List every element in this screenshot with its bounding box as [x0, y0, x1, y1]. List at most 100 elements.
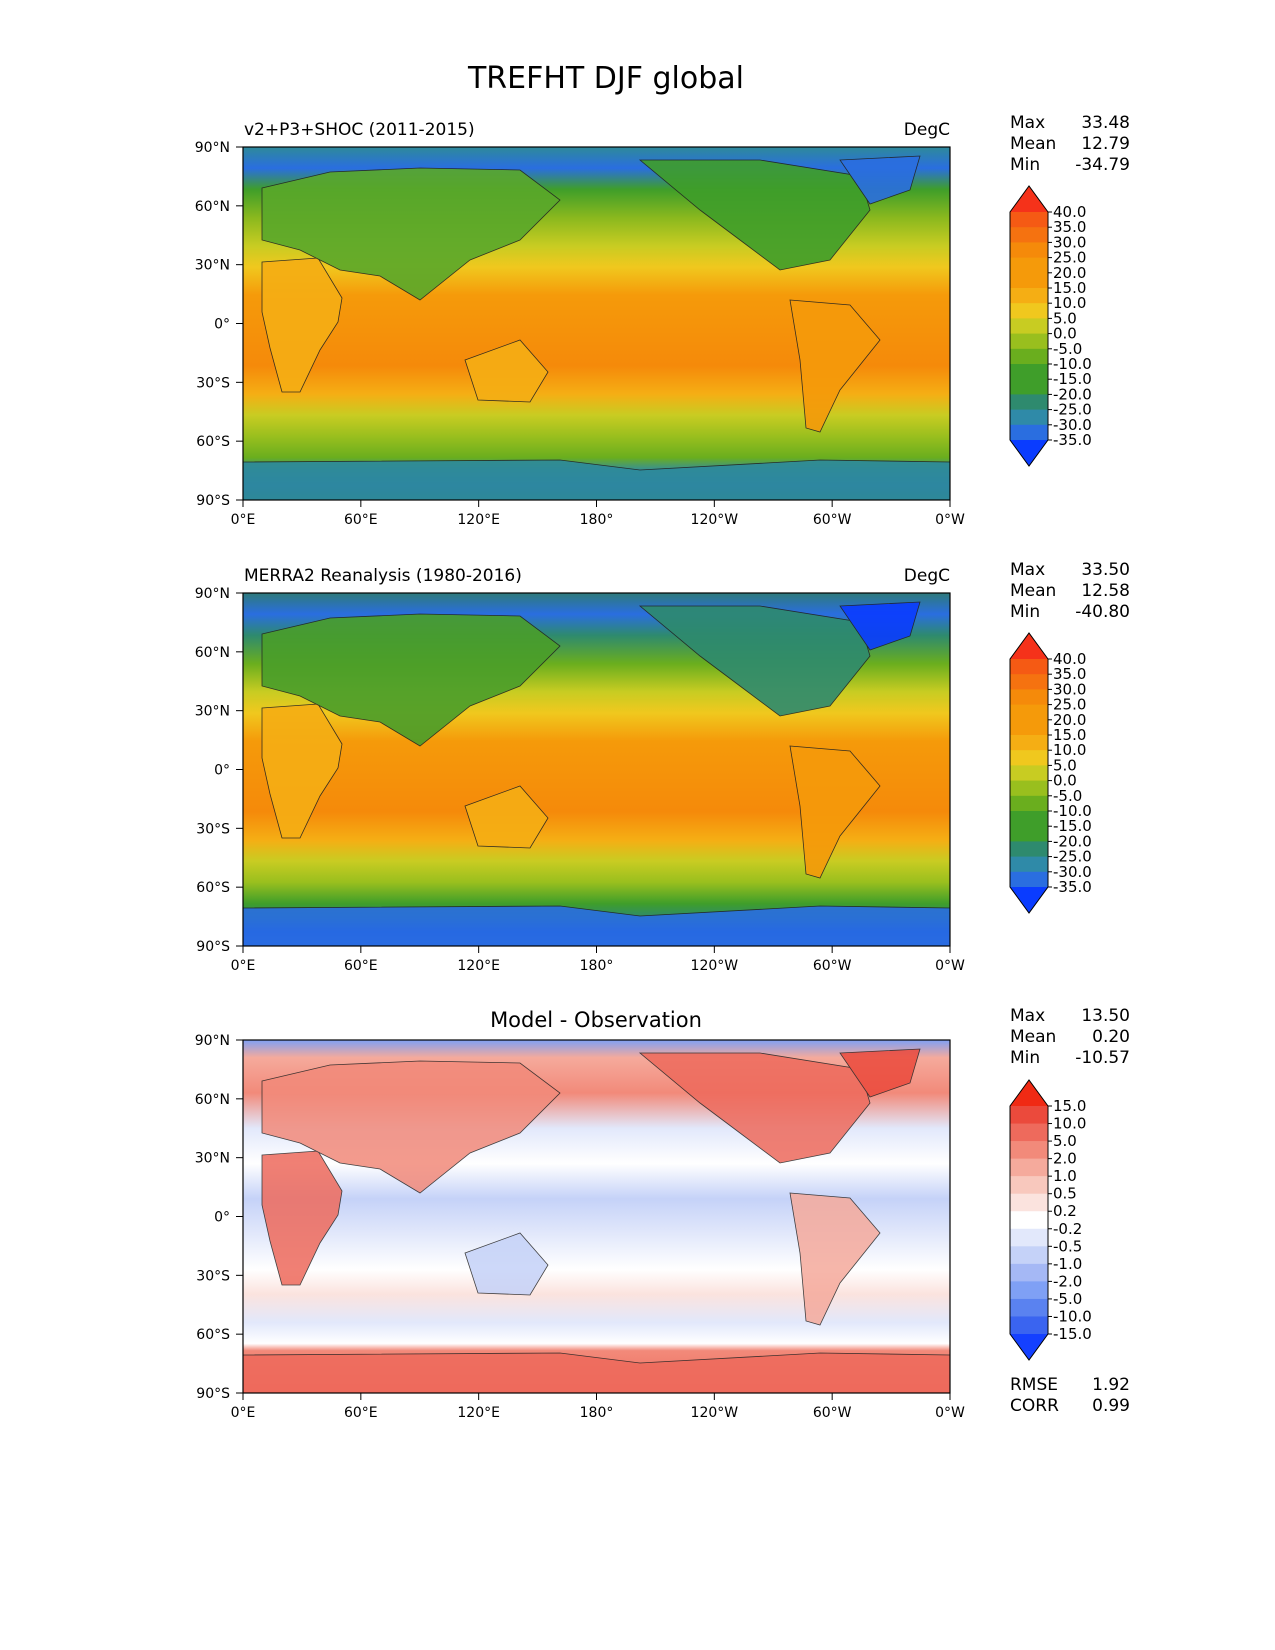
colorbar-segment	[1010, 674, 1048, 690]
lon-tick-label: 60°W	[813, 1405, 852, 1421]
colorbar-segment	[1010, 1193, 1048, 1212]
colorbar-segment	[1010, 1228, 1048, 1247]
lat-tick-label: 30°S	[196, 821, 230, 837]
lat-tick-label: 60°S	[196, 880, 230, 896]
colorbar-level-label: 0.0	[1053, 325, 1077, 343]
lon-tick-label: 0°W	[935, 512, 965, 528]
panel-right-title: DegC	[904, 120, 950, 140]
colorbar-level-label: -20.0	[1053, 832, 1092, 850]
colorbar-segment	[1010, 856, 1048, 873]
colorbar-segment	[1010, 795, 1048, 812]
colorbar-level-label: 20.0	[1053, 711, 1086, 729]
colorbar-level-label: -10.0	[1053, 355, 1092, 373]
stat-max-label: Max	[1010, 113, 1045, 133]
colorbar: 40.035.030.025.020.015.010.05.00.0-5.0-1…	[1009, 632, 1092, 914]
lon-tick-label: 0°W	[935, 1405, 965, 1421]
lon-tick-label: 0°E	[231, 512, 256, 528]
colorbar-level-label: -10.0	[1053, 1307, 1092, 1325]
colorbar-level-label: 15.0	[1053, 279, 1086, 297]
stat-mean-label: Mean	[1010, 1027, 1056, 1047]
land-eurasia	[261, 613, 561, 747]
colorbar-level-label: 5.0	[1053, 309, 1077, 327]
lon-tick-label: 120°E	[457, 512, 500, 528]
stat-mean-label: Mean	[1010, 134, 1056, 154]
lon-tick-label: 60°W	[813, 512, 852, 528]
colorbar-segment	[1010, 272, 1048, 289]
colorbar-segment	[1010, 1176, 1048, 1195]
figure-title: TREFHT DJF global	[467, 61, 744, 96]
colorbar-extend-max	[1010, 1080, 1048, 1106]
lat-ticks: 90°N 60°N 30°N 0° 30°S 60°S 90°S	[195, 1033, 243, 1402]
panel-test: v2+P3+SHOC (2011-2015) DegC 90°N 60°N 30°N…	[195, 113, 1130, 528]
stats-block: Max 13.50 Mean 0.20 Min -10.57	[1010, 1006, 1130, 1068]
panel-center-title: Model - Observation	[490, 1008, 702, 1032]
colorbar-segment	[1010, 257, 1048, 274]
colorbar-level-label: 15.0	[1053, 1097, 1086, 1115]
land-australia	[464, 1232, 549, 1296]
colorbar-extend-max	[1010, 186, 1048, 212]
colorbar-level-label: 30.0	[1053, 680, 1086, 698]
rmse-value: 1.92	[1092, 1375, 1130, 1395]
land-north-america	[638, 159, 871, 271]
colorbar-segment	[1010, 348, 1048, 365]
colorbar-segment	[1010, 409, 1048, 426]
colorbar-level-label: -2.0	[1053, 1272, 1082, 1290]
land-shapes	[242, 1048, 951, 1394]
lat-tick-label: 90°N	[195, 586, 230, 602]
lat-tick-label: 30°S	[196, 1268, 230, 1284]
land-greenland	[839, 601, 921, 651]
land-eurasia	[261, 1060, 561, 1194]
colorbar-level-label: -20.0	[1053, 385, 1092, 403]
stat-mean-value: 12.58	[1081, 581, 1130, 601]
stat-max-value: 13.50	[1081, 1006, 1130, 1026]
colorbar-level-label: 0.0	[1053, 772, 1077, 790]
colorbar-level-label: -5.0	[1053, 787, 1082, 805]
lon-tick-label: 180°	[580, 958, 614, 974]
colorbar-segment	[1010, 1123, 1048, 1142]
lon-ticks: 0°E 60°E 120°E 180° 120°W 60°W 0°W	[231, 1393, 965, 1421]
land-greenland	[839, 1048, 921, 1098]
colorbar-segment	[1010, 811, 1048, 827]
lat-tick-label: 90°S	[196, 1386, 230, 1402]
panel-right-title: DegC	[904, 566, 950, 586]
colorbar-segment	[1010, 227, 1048, 243]
land-antarctica	[242, 1352, 951, 1394]
colorbar-level-label: -5.0	[1053, 1290, 1082, 1308]
colorbar-level-label: 2.0	[1053, 1150, 1077, 1168]
colorbar-segment	[1010, 1158, 1048, 1177]
lat-tick-label: 30°S	[196, 375, 230, 391]
colorbar-segment	[1010, 1106, 1048, 1125]
colorbar-level-label: -30.0	[1053, 863, 1092, 881]
lon-tick-label: 60°W	[813, 958, 852, 974]
lat-tick-label: 0°	[214, 317, 230, 333]
colorbar-level-label: 40.0	[1053, 203, 1086, 221]
stat-min-value: -10.57	[1075, 1048, 1130, 1068]
stat-max-value: 33.50	[1081, 560, 1130, 580]
colorbar-level-label: 25.0	[1053, 249, 1086, 267]
land-south-america	[789, 299, 881, 433]
lat-ticks: 90°N 60°N 30°N 0° 30°S 60°S 90°S	[195, 586, 243, 955]
colorbar-level-label: 5.0	[1053, 1132, 1077, 1150]
land-north-america	[638, 605, 871, 717]
lat-tick-label: 90°S	[196, 493, 230, 509]
colorbar-level-label: 5.0	[1053, 756, 1077, 774]
colorbar-segment	[1010, 1281, 1048, 1300]
lat-tick-label: 60°N	[195, 645, 230, 661]
lon-tick-label: 0°W	[935, 958, 965, 974]
lon-tick-label: 180°	[580, 512, 614, 528]
colorbar-segment	[1010, 318, 1048, 335]
lat-tick-label: 30°N	[195, 704, 230, 720]
colorbar-segment	[1010, 735, 1048, 751]
lon-ticks: 0°E 60°E 120°E 180° 120°W 60°W 0°W	[231, 500, 965, 528]
colorbar-level-label: -25.0	[1053, 848, 1092, 866]
corr-label: CORR	[1010, 1396, 1059, 1416]
stat-max-label: Max	[1010, 1006, 1045, 1026]
lat-tick-label: 60°N	[195, 1092, 230, 1108]
panel-left-title: MERRA2 Reanalysis (1980-2016)	[244, 566, 522, 586]
colorbar-level-label: 0.2	[1053, 1202, 1077, 1220]
stat-mean-value: 0.20	[1092, 1027, 1130, 1047]
colorbar-level-label: -15.0	[1053, 1325, 1092, 1343]
panel-diff: Model - Observation 90°N 60°N 30°N 0° 30°S 60…	[195, 1006, 1130, 1421]
land-africa	[261, 257, 343, 393]
